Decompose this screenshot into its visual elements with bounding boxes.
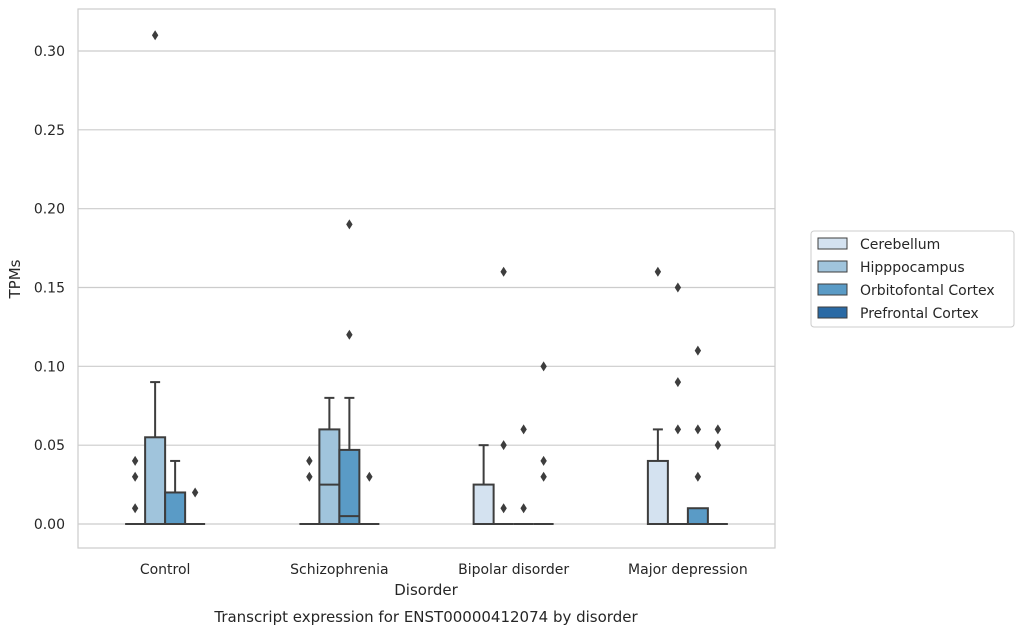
gridlines — [78, 50, 775, 525]
legend-swatch — [817, 237, 848, 250]
outlier-point — [131, 471, 139, 482]
box — [338, 448, 361, 525]
outlier-point — [366, 471, 373, 482]
box-group — [318, 396, 341, 525]
plot-frame — [77, 8, 776, 549]
box — [472, 483, 495, 526]
box-group — [646, 266, 669, 525]
outlier-point — [346, 219, 353, 230]
outlier-point — [306, 455, 313, 466]
y-tick-label: 0.25 — [34, 123, 65, 139]
outlier-point — [540, 471, 547, 482]
outlier-point — [306, 471, 313, 482]
box-group — [493, 266, 514, 525]
x-tick-labels: Control Schizophrenia Bipolar disorder Majo… — [140, 562, 748, 578]
outlier-point — [151, 30, 159, 41]
outlier-point — [654, 266, 662, 277]
outlier-point — [520, 424, 527, 435]
outlier-point — [540, 361, 547, 372]
chart-caption: Transcript expression for ENST0000041207… — [213, 608, 638, 626]
y-tick-label: 0.05 — [34, 438, 65, 454]
box — [318, 428, 341, 525]
x-tick-label: Control — [140, 562, 191, 578]
outlier-point — [694, 471, 702, 482]
box — [646, 459, 669, 525]
outlier-point — [540, 455, 547, 466]
box-group — [707, 424, 728, 525]
box-group — [338, 219, 361, 525]
box-group — [164, 459, 187, 526]
x-tick-label: Schizophrenia — [290, 562, 388, 578]
legend-label: Orbitofontal Cortex — [860, 283, 995, 299]
box-group — [185, 487, 206, 525]
box — [686, 507, 709, 526]
legend-swatch — [817, 283, 848, 296]
legend-label: Cerebellum — [860, 237, 940, 253]
outlier-point — [500, 440, 507, 451]
y-axis-label: TPMs — [6, 259, 24, 299]
outlier-point — [500, 503, 507, 514]
legend-swatch — [817, 260, 848, 273]
box-group — [359, 471, 380, 525]
box-group — [125, 455, 146, 525]
x-tick-label: Bipolar disorder — [458, 562, 569, 578]
y-tick-labels: 0.00 0.05 0.10 0.15 0.20 0.25 0.30 — [34, 44, 65, 533]
y-tick-label: 0.10 — [34, 359, 65, 375]
outlier-point — [674, 424, 682, 435]
box-group — [299, 455, 320, 525]
x-tick-label: Major depression — [628, 562, 748, 578]
outlier-point — [674, 377, 682, 388]
outlier-point — [131, 455, 139, 466]
y-tick-label: 0.15 — [34, 281, 65, 297]
x-axis-label: Disorder — [394, 581, 458, 599]
outlier-point — [346, 329, 353, 340]
outlier-point — [500, 266, 507, 277]
outlier-point — [714, 440, 722, 451]
legend-frame — [810, 230, 1015, 328]
legend-label: Hipppocampus — [860, 260, 965, 276]
box-group — [472, 444, 495, 526]
outlier-point — [520, 503, 527, 514]
box — [164, 491, 187, 526]
y-tick-label: 0.30 — [34, 44, 65, 60]
outlier-point — [714, 424, 722, 435]
box — [144, 436, 167, 525]
box-group — [513, 424, 534, 525]
outlier-point — [674, 282, 682, 293]
legend: Cerebellum Hipppocampus Orbitofontal Corte… — [810, 230, 1015, 328]
outlier-point — [131, 503, 139, 514]
legend-swatch — [817, 306, 848, 319]
box-group — [144, 30, 167, 525]
outlier-point — [191, 487, 199, 498]
y-tick-label: 0.00 — [34, 517, 65, 533]
boxes — [125, 30, 728, 526]
outlier-point — [694, 345, 702, 356]
y-tick-label: 0.20 — [34, 202, 65, 218]
legend-label: Prefrontal Cortex — [860, 306, 979, 322]
box-group — [667, 282, 688, 525]
box-group — [533, 361, 554, 525]
box-group — [686, 345, 709, 526]
outlier-point — [694, 424, 702, 435]
